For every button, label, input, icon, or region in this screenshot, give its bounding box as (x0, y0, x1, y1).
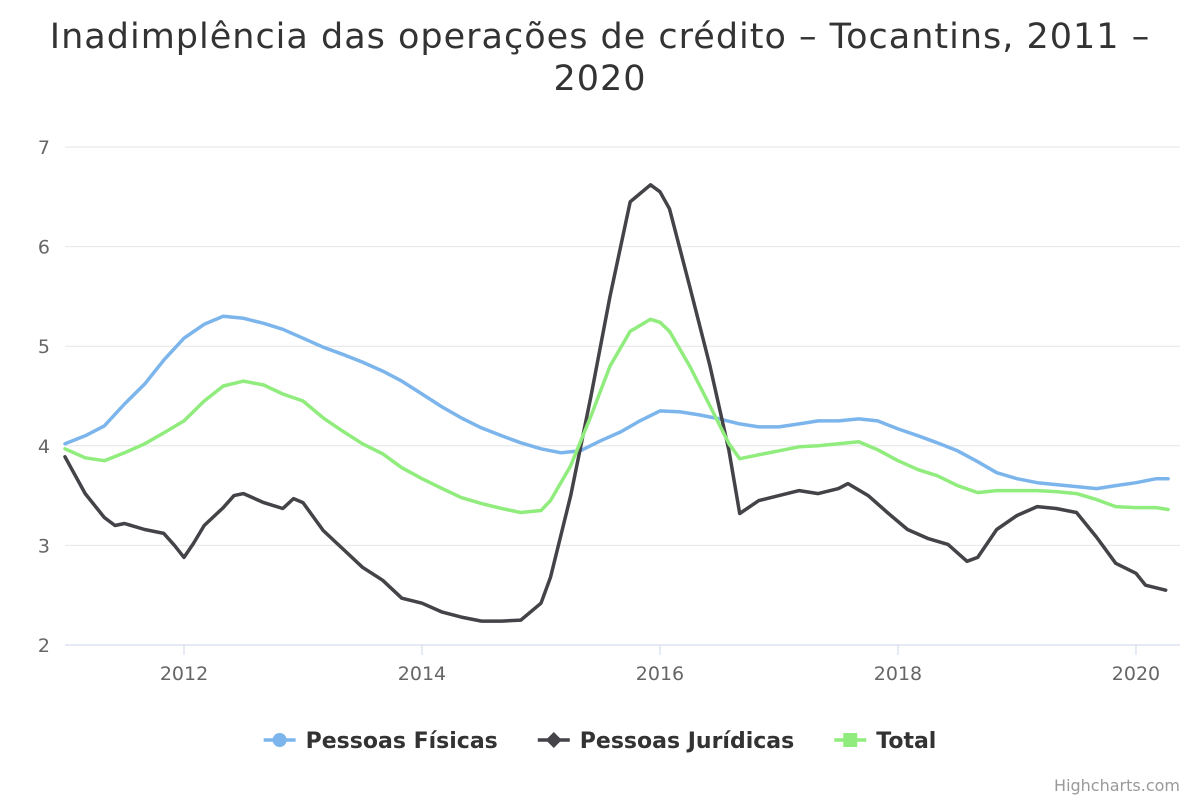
legend-item-pessoas-fisicas[interactable]: Pessoas Físicas (263, 729, 498, 754)
y-tick-label: 7 (38, 137, 50, 159)
legend-label: Total (876, 729, 936, 754)
circle-marker-icon (272, 733, 287, 747)
chart-title-line-1: Inadimplência das operações de crédito –… (50, 17, 1150, 57)
x-tick-label: 2018 (874, 663, 922, 685)
credits-link[interactable]: Highcharts.com (1054, 776, 1180, 795)
legend-item-pessoas-juridicas[interactable]: Pessoas Jurídicas (537, 729, 794, 754)
square-marker-icon (843, 733, 858, 747)
legend-label: Pessoas Físicas (306, 729, 498, 754)
x-tick-label: 2016 (636, 663, 684, 685)
y-tick-label: 5 (38, 336, 50, 358)
legend-item-total[interactable]: Total (834, 729, 936, 754)
x-tick-label: 2014 (398, 663, 446, 685)
legend-label: Pessoas Jurídicas (580, 729, 794, 754)
series-layer (63, 183, 1170, 623)
y-tick-label: 4 (38, 436, 50, 458)
y-tick-label: 6 (38, 237, 50, 259)
series-line-total[interactable] (63, 317, 1170, 515)
diamond-marker-icon (545, 732, 562, 748)
y-tick-label: 3 (38, 535, 50, 557)
y-tick-label: 2 (38, 635, 50, 657)
x-tick-label: 2020 (1112, 663, 1160, 685)
x-axis-labels: 2012 2014 2016 2018 2020 (160, 663, 1160, 685)
series-line-pessoas-juridicas[interactable] (63, 183, 1168, 623)
series-line-pessoas-fisicas[interactable] (63, 314, 1170, 491)
chart-title-line-2: 2020 (553, 59, 646, 99)
x-tick-label: 2012 (160, 663, 208, 685)
y-axis-labels: 2 3 4 5 6 7 (38, 137, 50, 657)
legend: Pessoas Físicas Pessoas Jurídicas Total (263, 729, 936, 754)
x-axis-ticks (183, 645, 1137, 655)
